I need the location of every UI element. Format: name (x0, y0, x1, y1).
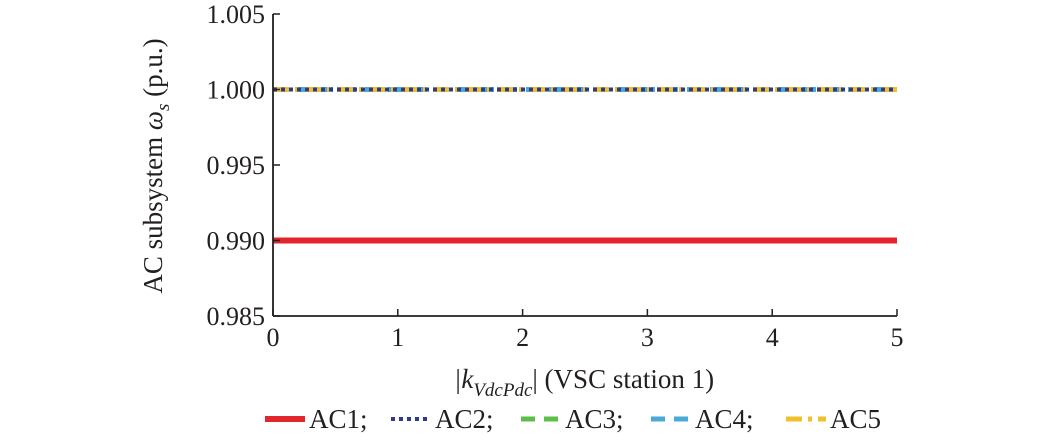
y-tick-label: 0.995 (207, 151, 266, 180)
x-tick-label: 5 (891, 323, 904, 352)
y-tick-label: 0.985 (207, 302, 266, 331)
legend-label-ac1: AC1; (309, 404, 368, 434)
y-axis-label-symbol: ω (138, 111, 168, 130)
x-tick-label: 3 (641, 323, 654, 352)
legend-label-ac4: AC4; (695, 404, 754, 434)
legend-label-ac2: AC2; (435, 404, 494, 434)
y-axis-label: AC subsystem ωs (p.u.) (138, 38, 174, 293)
y-tick-label: 0.990 (207, 227, 266, 256)
x-axis-label-prefix: |k (454, 364, 474, 394)
y-tick-label: 1.005 (207, 0, 266, 29)
y-tick-label: 1.000 (207, 76, 266, 105)
x-axis-label: |kVdcPdc| (VSC station 1) (454, 364, 714, 401)
y-axis-label-prefix: AC subsystem (138, 130, 168, 294)
x-axis-label-subscript: VdcPdc (473, 380, 533, 401)
legend: AC1; AC2; AC3; AC4; AC5 (265, 404, 881, 434)
legend-label-ac5: AC5 (830, 404, 881, 434)
y-axis-label-subscript: s (153, 104, 174, 111)
series-layer (273, 87, 897, 244)
axes (272, 13, 898, 317)
tick-labels: 0 1 2 3 4 5 0.985 0.990 0.995 1.000 1.005 (207, 0, 904, 352)
legend-label-ac3: AC3; (565, 404, 624, 434)
x-tick-label: 1 (391, 323, 404, 352)
x-axis-label-suffix: | (VSC station 1) (532, 364, 714, 394)
x-tick-label: 0 (267, 323, 280, 352)
x-tick-label: 2 (516, 323, 529, 352)
y-axis-label-suffix: (p.u.) (138, 38, 168, 103)
x-tick-label: 4 (766, 323, 779, 352)
